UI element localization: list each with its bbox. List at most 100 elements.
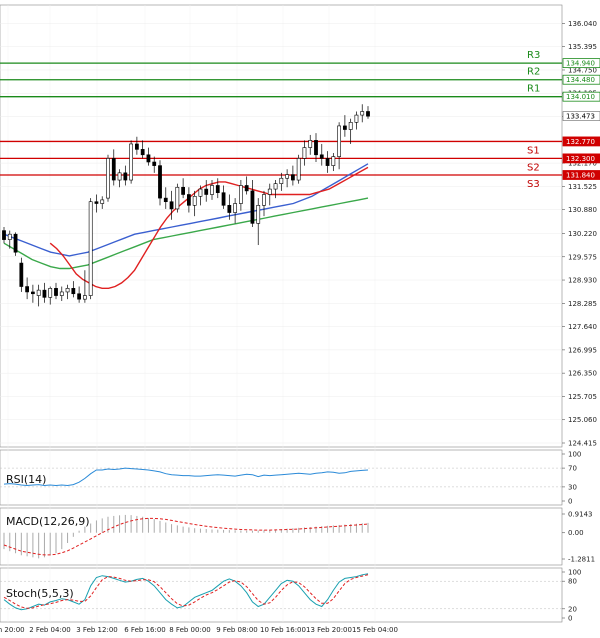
level-tag-label-r3: 134.940 xyxy=(566,60,595,68)
time-axis-label: 13 Feb 20:00 xyxy=(306,626,352,634)
candle-body xyxy=(187,194,191,206)
level-name-s3: S3 xyxy=(527,179,540,190)
price-tick-label: 136.040 xyxy=(568,20,597,28)
candle-body xyxy=(54,288,58,296)
candle-body xyxy=(106,158,110,199)
price-tick-label: 127.640 xyxy=(568,323,597,331)
candle-body xyxy=(100,199,105,204)
candle-body xyxy=(65,288,70,293)
macd-signal-line xyxy=(3,517,369,556)
rsi-pane xyxy=(0,449,563,506)
candle-body xyxy=(250,190,255,224)
candle-body xyxy=(158,165,162,199)
candle-body xyxy=(331,156,336,166)
level-tag-s2 xyxy=(562,153,600,164)
candle-body xyxy=(348,122,353,130)
candle-body xyxy=(233,203,237,213)
candle-body xyxy=(366,111,370,117)
candle-body xyxy=(48,288,53,298)
time-axis-label: 8 Feb 00:00 xyxy=(169,626,210,634)
level-tag-r2 xyxy=(562,74,600,85)
candle-body xyxy=(2,230,6,240)
candle-body xyxy=(129,143,133,181)
candle-body xyxy=(192,195,197,206)
candle-body xyxy=(25,286,30,293)
candle-body xyxy=(146,154,151,163)
main-pane xyxy=(0,4,563,448)
price-tick-label: 135.395 xyxy=(568,43,597,51)
stoch-d-line xyxy=(3,574,369,609)
price-tick-label: 132.170 xyxy=(568,160,597,168)
price-tick-label: 131.525 xyxy=(568,183,597,191)
macd-tick-label: 0.00 xyxy=(568,529,584,537)
candle-body xyxy=(285,174,289,179)
candle-body xyxy=(111,158,116,181)
level-tag-label-s3: 131.840 xyxy=(566,172,595,180)
candle-body xyxy=(296,158,301,181)
candle-body xyxy=(244,185,249,192)
price-tick-label: 124.415 xyxy=(568,440,597,448)
candle-body xyxy=(36,289,41,296)
candle-body xyxy=(337,125,341,157)
rsi-tick-label: 0 xyxy=(568,498,572,506)
candle-body xyxy=(88,201,93,296)
candle-body xyxy=(354,114,359,123)
time-axis-label: 6 Feb 16:00 xyxy=(124,626,165,634)
level-tag-r3 xyxy=(562,58,600,69)
candle-body xyxy=(204,188,209,195)
level-tag-r1 xyxy=(562,91,600,102)
price-tick-label: 130.220 xyxy=(568,230,597,238)
stoch-tick-label: 80 xyxy=(568,578,577,586)
current-price-tag xyxy=(562,111,600,121)
rsi-tick-label: 70 xyxy=(568,465,577,473)
candle-body xyxy=(302,147,307,159)
level-tag-label-s1: 132.770 xyxy=(566,138,595,146)
level-name-s1: S1 xyxy=(527,145,540,156)
rsi-line xyxy=(3,467,369,487)
ma-mid-line xyxy=(3,163,369,257)
level-tag-label-r1: 134.010 xyxy=(566,93,595,101)
candle-body xyxy=(163,197,168,203)
stoch-pane xyxy=(0,567,563,623)
time-axis-label: 3 Feb 12:00 xyxy=(76,626,117,634)
candle-body xyxy=(325,158,330,166)
price-tick-label: 125.060 xyxy=(568,416,597,424)
stoch-tick-label: 100 xyxy=(568,569,581,577)
candle-body xyxy=(262,194,266,206)
candle-body xyxy=(71,288,76,295)
candle-body xyxy=(19,262,24,287)
candle-body xyxy=(221,192,226,206)
candle-body xyxy=(308,140,313,148)
candle-body xyxy=(30,291,35,295)
price-tick-label: 128.930 xyxy=(568,277,597,285)
stoch-tick-label: 20 xyxy=(568,605,577,613)
macd-tick-label: 0.9143 xyxy=(568,511,593,519)
candle-body xyxy=(319,154,324,159)
candle-body xyxy=(227,205,232,213)
candle-body xyxy=(290,174,295,181)
candle-body xyxy=(7,233,12,240)
stoch-k-line xyxy=(3,573,369,611)
level-name-r1: R1 xyxy=(527,84,540,95)
price-tick-label: 125.705 xyxy=(568,393,597,401)
candle-body xyxy=(140,149,145,156)
candle-body xyxy=(360,111,365,116)
candle-body xyxy=(123,172,128,181)
candle-body xyxy=(210,185,214,195)
ma-slow-line xyxy=(3,197,369,270)
time-axis-label: 15 Feb 04:00 xyxy=(352,626,398,634)
time-axis-label: 10 Feb 16:00 xyxy=(260,626,306,634)
candle-body xyxy=(279,177,284,184)
rsi-tick-label: 100 xyxy=(568,451,581,459)
candle-body xyxy=(135,143,139,150)
candle-body xyxy=(198,188,203,197)
ma-fast-line xyxy=(49,166,369,289)
level-tag-label-s2: 132.300 xyxy=(566,155,595,163)
candle-body xyxy=(267,188,272,195)
rsi-tick-label: 30 xyxy=(568,483,577,491)
level-name-s2: S2 xyxy=(527,162,540,173)
candle-body xyxy=(342,125,347,130)
candle-body xyxy=(117,172,122,181)
